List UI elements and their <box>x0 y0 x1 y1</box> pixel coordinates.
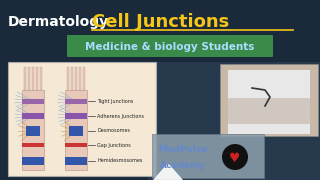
Bar <box>36 67 38 90</box>
Text: Academy: Academy <box>160 161 206 170</box>
Text: Desmosomes: Desmosomes <box>97 129 130 134</box>
Bar <box>32 67 34 90</box>
Text: Cell Junctions: Cell Junctions <box>92 13 229 31</box>
Bar <box>22 99 44 104</box>
Bar <box>65 113 87 119</box>
Bar <box>22 113 44 119</box>
Bar <box>65 99 87 104</box>
Bar <box>83 67 85 90</box>
Bar <box>22 157 44 165</box>
Bar <box>79 67 81 90</box>
Bar <box>152 134 264 178</box>
Bar <box>228 70 310 134</box>
Bar <box>22 143 44 147</box>
Polygon shape <box>153 163 183 180</box>
Bar <box>220 64 318 136</box>
Bar <box>65 157 87 165</box>
Bar <box>40 67 42 90</box>
Bar <box>65 143 87 147</box>
Text: Medicine & biology Students: Medicine & biology Students <box>85 42 255 52</box>
FancyBboxPatch shape <box>67 35 273 57</box>
Bar <box>8 62 156 176</box>
Bar <box>28 67 30 90</box>
Bar <box>148 62 320 180</box>
Bar <box>67 67 69 90</box>
Text: Tight Junctions: Tight Junctions <box>97 98 133 104</box>
Bar <box>24 67 26 90</box>
Circle shape <box>222 144 248 170</box>
Bar <box>22 90 44 170</box>
Text: ♥: ♥ <box>229 152 241 165</box>
Text: Gap Junctions: Gap Junctions <box>97 143 131 147</box>
Bar <box>69 126 83 136</box>
Text: MedPulse: MedPulse <box>158 145 208 154</box>
Bar <box>75 67 77 90</box>
Text: Hemidesmosomes: Hemidesmosomes <box>97 159 142 163</box>
Bar <box>71 67 73 90</box>
FancyBboxPatch shape <box>228 98 310 124</box>
Bar <box>26 126 40 136</box>
Text: Dermatology: Dermatology <box>8 15 109 29</box>
Bar <box>65 90 87 170</box>
Text: Adherens Junctions: Adherens Junctions <box>97 114 144 118</box>
